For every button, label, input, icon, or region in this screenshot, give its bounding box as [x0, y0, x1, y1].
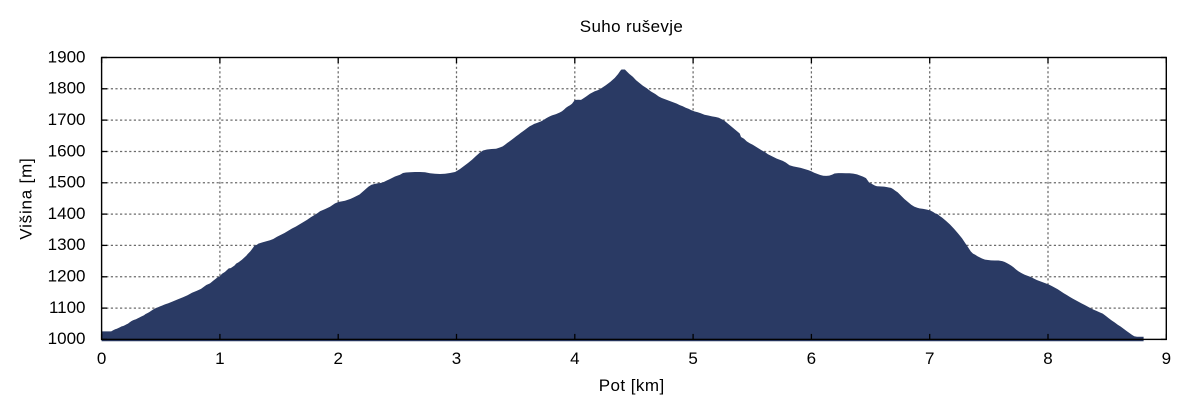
svg-text:9: 9: [1162, 349, 1171, 368]
svg-text:1700: 1700: [48, 110, 86, 129]
svg-text:1500: 1500: [48, 173, 86, 192]
svg-text:Pot [km]: Pot [km]: [599, 376, 665, 395]
svg-text:1600: 1600: [48, 141, 86, 160]
svg-text:1800: 1800: [48, 79, 86, 98]
svg-text:Suho ruševje: Suho ruševje: [580, 17, 683, 36]
svg-text:1300: 1300: [48, 235, 86, 254]
svg-text:7: 7: [925, 349, 934, 368]
svg-text:1100: 1100: [49, 298, 86, 317]
svg-text:1000: 1000: [48, 329, 86, 348]
svg-text:3: 3: [452, 349, 461, 368]
svg-text:8: 8: [1043, 349, 1052, 368]
svg-text:1400: 1400: [48, 204, 86, 223]
svg-text:1900: 1900: [48, 47, 86, 66]
svg-text:0: 0: [97, 349, 106, 368]
svg-text:6: 6: [807, 349, 816, 368]
svg-text:4: 4: [570, 349, 579, 368]
svg-text:2: 2: [333, 349, 342, 368]
svg-text:Višina [m]: Višina [m]: [17, 157, 36, 239]
svg-text:5: 5: [688, 349, 697, 368]
svg-text:1: 1: [215, 349, 224, 368]
svg-text:1200: 1200: [48, 267, 86, 286]
